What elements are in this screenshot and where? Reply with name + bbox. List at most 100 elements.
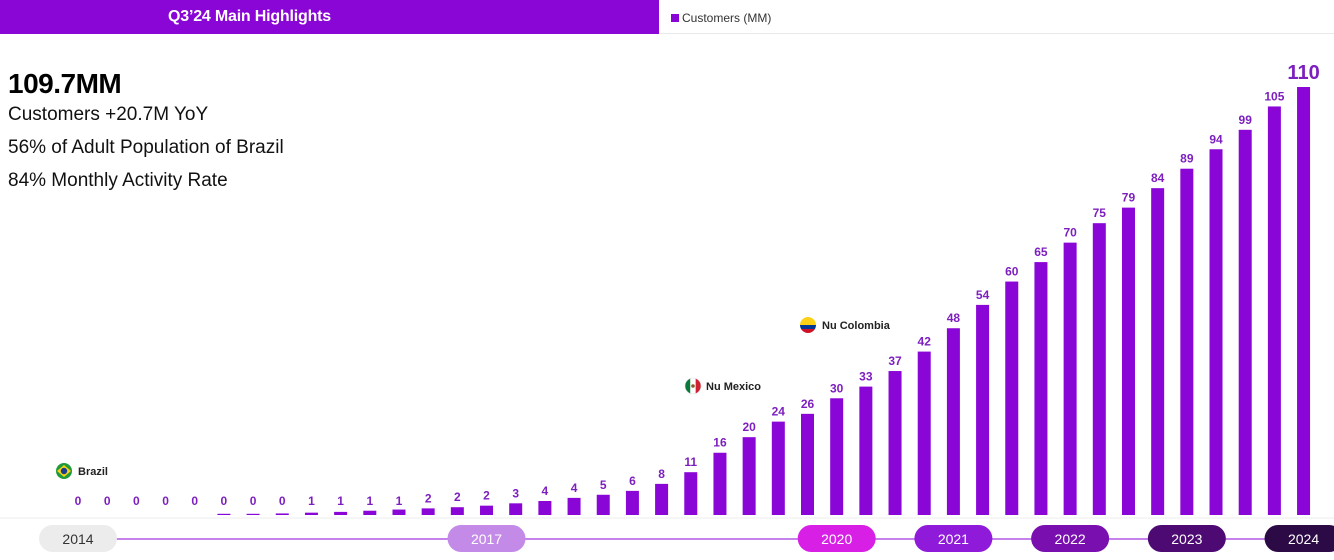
brazil-flag-globe	[60, 467, 68, 475]
year-label-2017: 2017	[471, 531, 502, 547]
value-label-6: 0	[250, 494, 257, 508]
year-label-2024: 2024	[1288, 531, 1319, 547]
bar-11	[392, 509, 406, 515]
bar-24	[771, 421, 785, 515]
value-label-29: 42	[918, 335, 932, 349]
value-label-41: 105	[1264, 89, 1284, 103]
value-label-21: 11	[684, 455, 697, 469]
annotation-label-0: Brazil	[78, 466, 108, 478]
value-label-32: 60	[1005, 265, 1019, 279]
bar-23	[742, 437, 756, 515]
bar-30	[946, 328, 960, 515]
bar-15	[509, 503, 523, 515]
bar-41	[1267, 106, 1281, 516]
bar-5	[217, 513, 231, 515]
bar-27	[859, 386, 873, 515]
value-label-26: 30	[830, 381, 844, 395]
header-divider	[659, 33, 1334, 34]
value-label-22: 16	[713, 436, 727, 450]
bar-8	[304, 512, 318, 515]
kpi-monthly-activity: 84% Monthly Activity Rate	[8, 170, 228, 191]
bar-22	[713, 452, 727, 515]
value-label-0: 0	[75, 494, 82, 508]
bar-32	[1005, 281, 1019, 515]
value-label-39: 94	[1209, 132, 1223, 146]
value-label-42: 110	[1287, 62, 1319, 84]
bar-37	[1151, 188, 1165, 515]
value-label-25: 26	[801, 397, 815, 411]
bar-35	[1092, 223, 1106, 515]
bar-12	[421, 508, 435, 515]
value-label-8: 1	[308, 494, 315, 508]
value-label-35: 75	[1093, 206, 1107, 220]
colombia-flag-icon	[800, 317, 816, 325]
mexico-flag-red	[695, 378, 701, 394]
value-label-14: 2	[483, 489, 490, 503]
header-bar: Q3’24 Main Highlights	[0, 0, 659, 34]
bar-10	[363, 510, 377, 515]
colombia-flag-red	[800, 329, 816, 333]
bar-34	[1063, 242, 1077, 516]
value-label-24: 24	[772, 405, 786, 419]
bar-42	[1297, 87, 1311, 515]
value-label-27: 33	[859, 370, 873, 384]
value-label-38: 89	[1180, 152, 1194, 166]
value-label-17: 4	[571, 481, 578, 495]
mexico-flag-icon	[685, 378, 691, 394]
year-label-2014: 2014	[62, 531, 93, 547]
bar-31	[976, 304, 990, 515]
value-label-3: 0	[162, 494, 169, 508]
value-label-2: 0	[133, 494, 140, 508]
bar-14	[480, 505, 494, 515]
value-label-1: 0	[104, 494, 111, 508]
value-label-11: 1	[396, 494, 403, 508]
bar-33	[1034, 262, 1048, 515]
year-pill-2021	[914, 525, 993, 552]
bar-40	[1238, 129, 1252, 516]
value-label-4: 0	[191, 494, 198, 508]
value-label-16: 4	[542, 484, 549, 498]
bar-29	[917, 351, 931, 515]
value-label-7: 0	[279, 494, 286, 508]
annotation-label-2: Nu Colombia	[822, 320, 891, 332]
mexico-flag-ring	[684, 377, 702, 395]
value-label-13: 2	[454, 490, 461, 504]
annotation-label-1: Nu Mexico	[706, 381, 761, 393]
bar-36	[1121, 207, 1135, 516]
legend-swatch	[671, 14, 679, 22]
year-pill-2017	[447, 525, 526, 552]
year-pill-2023	[1147, 525, 1226, 552]
bar-38	[1180, 168, 1194, 515]
bar-26	[830, 398, 844, 515]
value-label-20: 8	[658, 467, 665, 481]
colombia-flag-blue	[800, 325, 816, 329]
bar-18	[596, 494, 610, 515]
year-label-2021: 2021	[938, 531, 969, 547]
bar-21	[684, 472, 698, 515]
value-label-23: 20	[742, 420, 756, 434]
kpi-headline: 109.7MM	[8, 68, 122, 99]
bar-20	[655, 483, 669, 515]
bar-28	[888, 371, 902, 515]
bar-13	[450, 507, 464, 515]
value-label-12: 2	[425, 491, 432, 505]
kpi-adult-population: 56% of Adult Population of Brazil	[8, 137, 284, 158]
page-title: Q3’24 Main Highlights	[168, 8, 331, 25]
bar-9	[334, 511, 348, 515]
year-pill-2022	[1031, 525, 1110, 552]
value-label-37: 84	[1151, 171, 1165, 185]
value-label-31: 54	[976, 288, 990, 302]
value-label-18: 5	[600, 478, 607, 492]
chart-legend: Customers (MM)	[671, 10, 771, 26]
value-label-40: 99	[1239, 113, 1253, 127]
bar-6	[246, 513, 260, 515]
year-pill-2024	[1264, 525, 1334, 552]
year-label-2023: 2023	[1171, 531, 1202, 547]
year-label-2022: 2022	[1055, 531, 1086, 547]
value-label-28: 37	[888, 354, 902, 368]
value-label-15: 3	[512, 486, 519, 500]
value-label-5: 0	[221, 494, 228, 508]
year-pill-2014	[39, 525, 117, 552]
value-label-30: 48	[947, 311, 961, 325]
